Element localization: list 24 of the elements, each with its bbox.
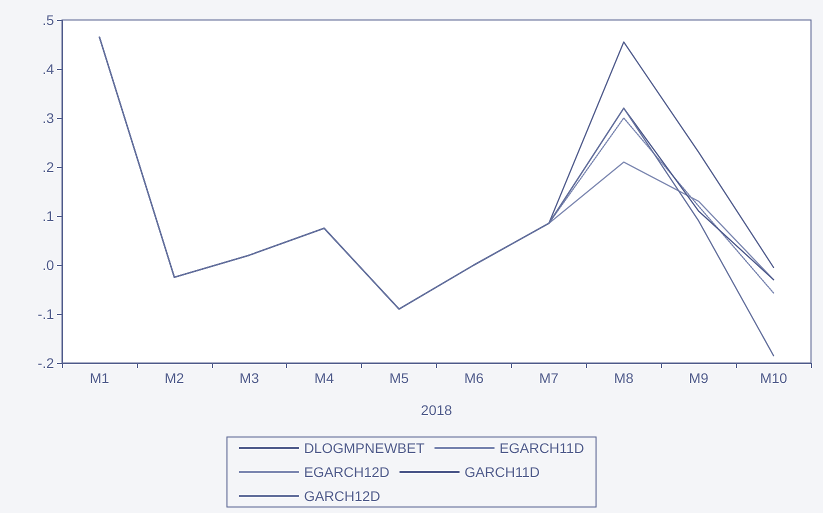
x-tick-label: M4 <box>314 370 334 386</box>
x-tick-label: M8 <box>614 370 634 386</box>
legend-label: GARCH12D <box>304 488 380 504</box>
x-tick-label: M6 <box>464 370 484 386</box>
x-tick-label: M1 <box>90 370 110 386</box>
legend-label: EGARCH12D <box>304 464 390 480</box>
y-tick-label: .2 <box>42 159 54 175</box>
x-tick-label: M2 <box>164 370 184 386</box>
x-axis-title: 2018 <box>420 402 452 418</box>
x-tick-label: M7 <box>539 370 559 386</box>
y-tick-label: .0 <box>42 257 54 273</box>
legend-label: EGARCH11D <box>500 440 584 456</box>
x-tick-label: M10 <box>760 370 788 386</box>
x-tick-label: M5 <box>389 370 409 386</box>
y-tick-label: -.1 <box>38 306 54 322</box>
x-tick-label: M9 <box>688 370 709 386</box>
x-tick-label: M3 <box>240 370 260 386</box>
y-tick-label: .1 <box>42 208 54 224</box>
legend-label: GARCH11D <box>464 464 540 480</box>
y-tick-label: .4 <box>42 61 54 77</box>
y-tick-label: .5 <box>42 12 54 28</box>
legend-label: DLOGMPNEWBET <box>304 440 425 456</box>
y-tick-label: -.2 <box>38 355 54 371</box>
y-tick-label: .3 <box>42 110 54 126</box>
